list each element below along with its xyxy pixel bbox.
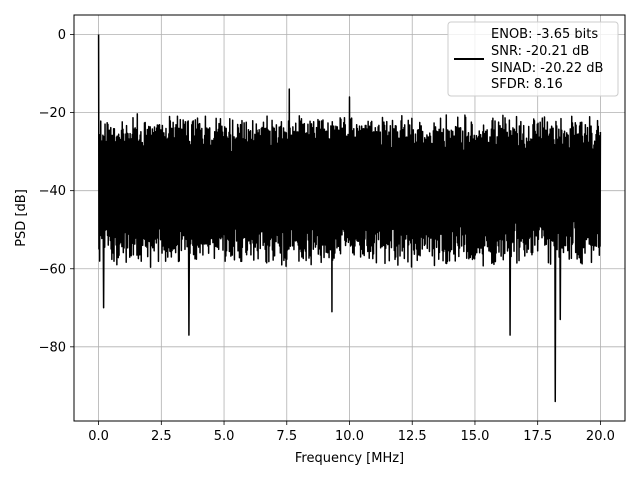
y-tick-label: −20 bbox=[39, 106, 66, 121]
psd-trace bbox=[97, 34, 602, 403]
legend-sfdr: SFDR: 8.16 bbox=[491, 77, 563, 92]
y-tick-label: −80 bbox=[39, 340, 66, 355]
y-axis-label: PSD [dB] bbox=[14, 189, 29, 247]
y-tick-label: −40 bbox=[39, 184, 66, 199]
x-tick-label: 5.0 bbox=[214, 429, 235, 444]
x-tick-label: 10.0 bbox=[335, 429, 364, 444]
x-tick-label: 12.5 bbox=[398, 429, 427, 444]
x-tick-label: 15.0 bbox=[460, 429, 489, 444]
legend-enob: ENOB: -3.65 bits bbox=[491, 27, 598, 42]
x-tick-label: 2.5 bbox=[151, 429, 172, 444]
x-tick-label: 20.0 bbox=[586, 429, 615, 444]
x-axis-label: Frequency [MHz] bbox=[295, 451, 404, 466]
psd-series-line bbox=[97, 34, 602, 403]
legend-sinad: SINAD: -20.22 dB bbox=[491, 61, 603, 76]
legend-snr: SNR: -20.21 dB bbox=[491, 44, 589, 59]
x-axis: 0.0 2.5 5.0 7.5 10.0 12.5 15.0 17.5 20.0 bbox=[88, 421, 615, 444]
x-tick-label: 7.5 bbox=[276, 429, 297, 444]
legend: ENOB: -3.65 bits SNR: -20.21 dB SINAD: -… bbox=[447, 21, 619, 97]
y-axis: 0 −20 −40 −60 −80 bbox=[39, 28, 74, 355]
x-tick-label: 17.5 bbox=[523, 429, 552, 444]
y-tick-label: −60 bbox=[39, 262, 66, 277]
x-tick-label: 0.0 bbox=[88, 429, 109, 444]
y-tick-label: 0 bbox=[58, 28, 66, 43]
legend-box bbox=[447, 21, 619, 97]
